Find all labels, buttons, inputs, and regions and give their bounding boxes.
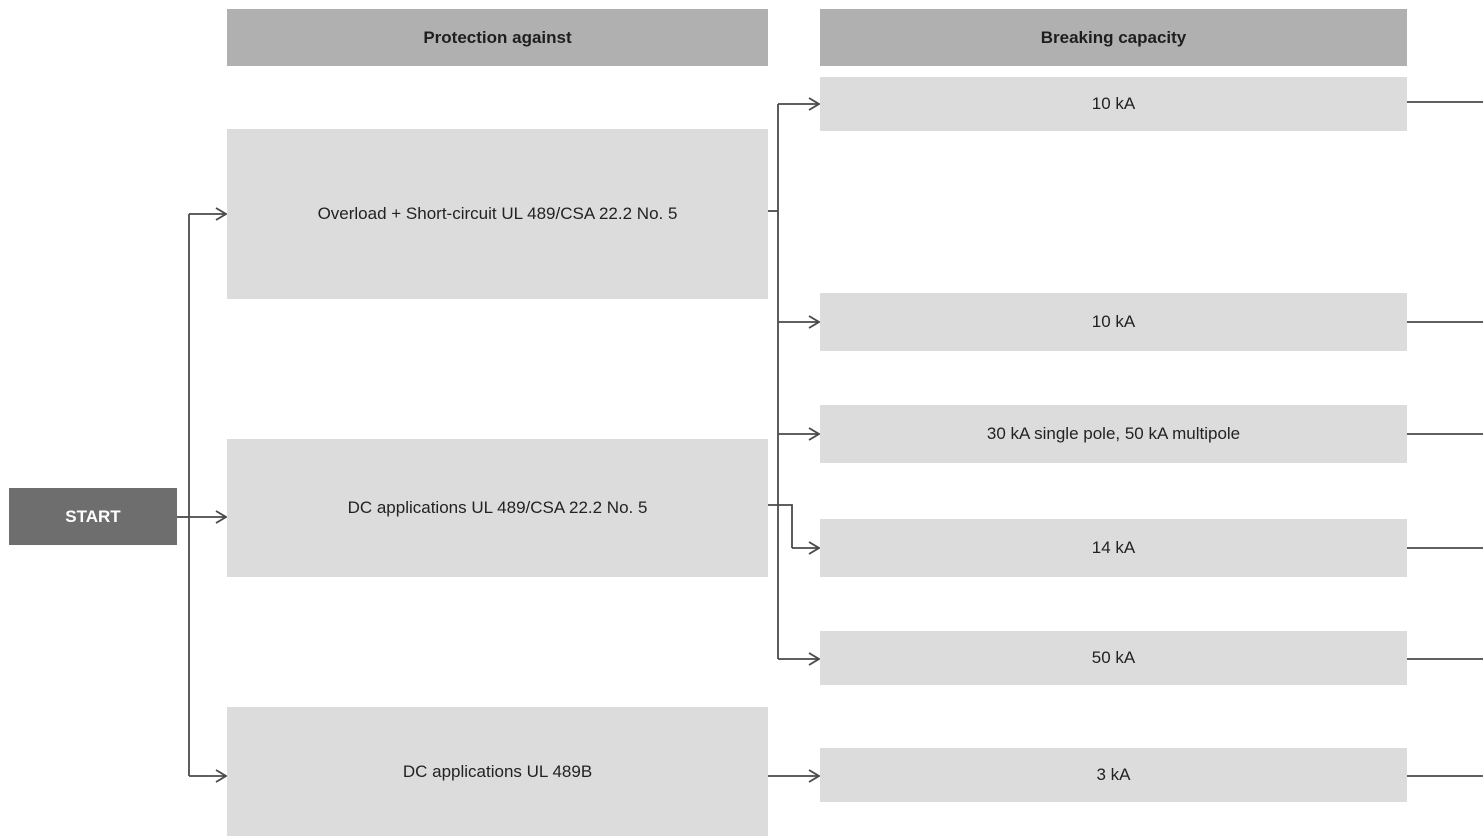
protection-dc-ul489b: DC applications UL 489B [227,707,768,836]
header-protection-against: Protection against [227,9,768,66]
header-breaking-capacity: Breaking capacity [820,9,1407,66]
protection-dc-ul489-csa: DC applications UL 489/CSA 22.2 No. 5 [227,439,768,577]
dc-stub-line [768,504,793,548]
protection-overload-short-circuit: Overload + Short-circuit UL 489/CSA 22.2… [227,129,768,299]
capacity-box-3ka: 3 kA [820,748,1407,802]
start-node: START [9,488,177,545]
capacity-box-30ka-50ka: 30 kA single pole, 50 kA multipole [820,405,1407,463]
capacity-box-10ka-b: 10 kA [820,293,1407,351]
capacity-box-10ka-a: 10 kA [820,77,1407,131]
capacity-box-14ka: 14 kA [820,519,1407,577]
capacity-box-50ka: 50 kA [820,631,1407,685]
